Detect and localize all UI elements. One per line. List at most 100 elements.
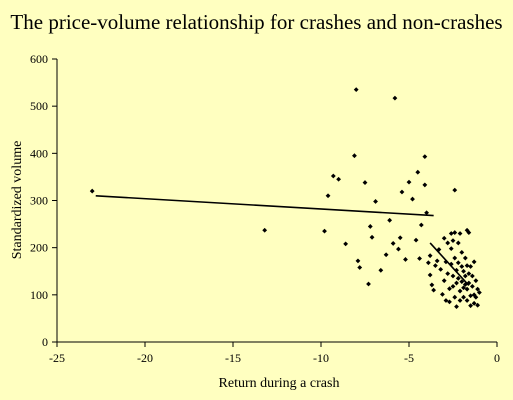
- data-point: [452, 187, 458, 193]
- data-point: [397, 235, 403, 241]
- data-point: [469, 273, 475, 279]
- y-tick-label: 100: [30, 288, 48, 302]
- data-point: [367, 224, 373, 229]
- data-point: [466, 271, 472, 277]
- data-point: [466, 280, 472, 286]
- data-point: [355, 258, 361, 264]
- data-point: [443, 259, 449, 265]
- data-point: [464, 298, 470, 303]
- y-tick-label: 400: [30, 146, 48, 160]
- data-point: [378, 267, 384, 273]
- data-point: [471, 259, 477, 265]
- data-point: [445, 240, 451, 246]
- y-tick-label: 600: [30, 52, 48, 66]
- data-point: [373, 199, 378, 204]
- x-tick-label: 0: [494, 351, 500, 365]
- data-point: [403, 257, 408, 262]
- data-point: [461, 268, 466, 274]
- data-point: [452, 230, 458, 235]
- data-point: [455, 260, 461, 266]
- data-point: [457, 231, 463, 236]
- y-tick-label: 0: [42, 335, 48, 349]
- data-point: [325, 193, 331, 199]
- data-point: [477, 290, 482, 295]
- data-point: [445, 271, 451, 277]
- data-point: [468, 303, 473, 309]
- y-tick-label: 300: [30, 194, 48, 208]
- data-point: [462, 255, 468, 261]
- x-tick-label: -20: [137, 351, 153, 365]
- data-point: [454, 304, 459, 310]
- data-point: [464, 286, 470, 292]
- data-point: [415, 169, 421, 175]
- data-point: [447, 299, 452, 305]
- data-point: [434, 258, 440, 264]
- x-tick-label: -10: [313, 351, 329, 365]
- data-point: [464, 263, 470, 268]
- data-point: [433, 263, 438, 268]
- data-point: [431, 287, 437, 293]
- data-point: [406, 179, 412, 185]
- data-point: [462, 273, 468, 279]
- data-point: [336, 176, 341, 182]
- chart-title: The price-volume relationship for crashe…: [10, 10, 503, 34]
- data-point: [357, 265, 363, 270]
- data-point: [468, 264, 473, 269]
- y-axis-title: Standardized volume: [10, 141, 25, 260]
- data-point: [473, 294, 479, 300]
- x-tick-label: -15: [225, 351, 241, 365]
- x-tick-label: -5: [404, 351, 414, 365]
- data-point: [396, 246, 401, 252]
- data-point: [330, 173, 336, 179]
- data-point: [362, 180, 368, 185]
- data-point: [459, 249, 465, 255]
- data-point: [427, 272, 433, 278]
- data-point: [387, 217, 393, 223]
- data-point: [450, 283, 456, 289]
- trend-line: [95, 194, 434, 217]
- data-point: [475, 286, 481, 292]
- data-point: [443, 298, 449, 303]
- x-tick-label: -25: [49, 351, 65, 365]
- data-point: [441, 235, 447, 241]
- data-point: [441, 278, 447, 284]
- data-point: [425, 260, 431, 266]
- data-point: [462, 282, 468, 287]
- data-point: [424, 210, 429, 216]
- data-point: [383, 252, 389, 258]
- data-point: [448, 246, 454, 252]
- data-point: [457, 298, 463, 303]
- data-point: [454, 267, 459, 273]
- data-point: [475, 302, 481, 308]
- data-point: [455, 275, 461, 281]
- data-point: [343, 241, 349, 247]
- data-point: [459, 279, 465, 285]
- data-point: [454, 280, 459, 286]
- data-point: [469, 283, 475, 289]
- data-point: [399, 189, 405, 195]
- data-point: [418, 222, 424, 228]
- data-point: [366, 281, 371, 287]
- y-tick-label: 500: [30, 99, 48, 113]
- data-point: [461, 285, 466, 291]
- data-point: [447, 286, 452, 292]
- data-point: [422, 154, 428, 160]
- data-point: [461, 294, 466, 300]
- data-point: [262, 227, 268, 233]
- data-point: [422, 182, 428, 188]
- data-point: [466, 230, 472, 235]
- data-point: [369, 234, 375, 240]
- data-point: [392, 95, 398, 101]
- data-point: [438, 266, 444, 272]
- data-point: [413, 237, 419, 243]
- data-point: [417, 256, 422, 261]
- data-point: [455, 240, 461, 246]
- data-point: [473, 278, 479, 284]
- data-point: [353, 87, 359, 93]
- data-point: [89, 188, 95, 194]
- x-axis-title: Return during a crash: [219, 376, 340, 391]
- data-point: [448, 231, 454, 236]
- data-point: [436, 247, 442, 252]
- y-tick-label: 200: [30, 241, 48, 255]
- data-point: [452, 294, 458, 300]
